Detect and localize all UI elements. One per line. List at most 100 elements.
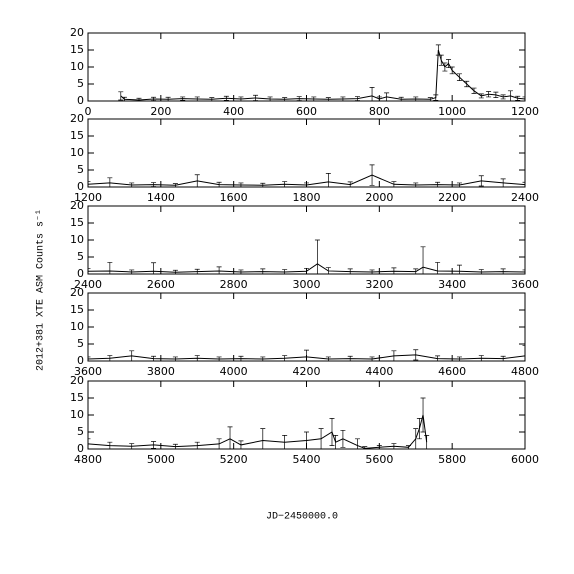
error-bar <box>416 418 422 440</box>
error-bar <box>522 345 525 361</box>
error-bar <box>340 429 346 448</box>
y-tick-label: 20 <box>70 26 84 39</box>
error-bar <box>129 269 135 274</box>
axes-frame <box>87 380 526 450</box>
x-tick-label: 800 <box>369 105 390 118</box>
y-tick-label: 20 <box>70 199 84 212</box>
error-bar <box>107 177 113 187</box>
error-bar <box>369 87 375 101</box>
error-bar <box>151 262 157 274</box>
error-bar <box>478 93 484 99</box>
error-bar <box>260 268 266 274</box>
error-bar <box>391 443 397 449</box>
x-tick-label: 400 <box>223 105 244 118</box>
error-bar <box>194 96 200 101</box>
error-bar <box>354 438 360 449</box>
x-tick-label: 5800 <box>438 453 466 466</box>
y-tick-label: 15 <box>70 129 84 142</box>
x-tick-label: 4800 <box>511 365 539 378</box>
error-bar <box>500 178 506 187</box>
error-bar <box>282 97 288 101</box>
error-bar <box>464 80 470 88</box>
axes-frame <box>87 118 526 188</box>
x-tick-label: 4800 <box>74 453 102 466</box>
error-bar <box>515 95 521 101</box>
error-bar <box>435 181 441 187</box>
panel: 0 5 10 15 20 4800 5000 5200 5400 5600 5800 6000 <box>70 374 539 466</box>
x-axis-label: JD−2450000.0 <box>266 512 338 523</box>
error-bar <box>238 269 244 274</box>
y-tick-label: 10 <box>70 60 84 73</box>
y-tick-label: 10 <box>70 233 84 246</box>
x-tick-label: 4000 <box>220 365 248 378</box>
error-bar <box>314 239 320 274</box>
error-bar <box>369 269 375 274</box>
error-bar <box>282 355 288 361</box>
y-tick-label: 20 <box>70 286 84 299</box>
error-bar <box>442 62 448 72</box>
error-bar <box>435 355 441 361</box>
error-bar <box>282 435 288 449</box>
error-bar <box>282 181 288 187</box>
y-tick-label: 0 <box>77 442 84 455</box>
error-bar <box>136 97 142 101</box>
error-bar <box>180 96 186 101</box>
error-bar <box>438 54 444 66</box>
error-bar <box>172 443 178 449</box>
error-bar <box>318 428 324 449</box>
error-bar <box>223 95 229 101</box>
y-tick-label: 5 <box>77 77 84 90</box>
error-bar <box>260 428 266 449</box>
y-tick-label: 10 <box>70 146 84 159</box>
error-bar <box>194 174 200 187</box>
error-bar <box>486 91 492 98</box>
error-bar <box>369 164 375 186</box>
y-tick-label: 20 <box>70 374 84 387</box>
y-tick-label: 15 <box>70 216 84 229</box>
error-bar <box>413 182 419 187</box>
error-bar <box>456 264 462 274</box>
error-bar <box>522 96 525 101</box>
data-line <box>120 49 525 101</box>
axes-frame <box>87 32 526 102</box>
error-bar <box>420 246 426 274</box>
error-bar <box>238 96 244 101</box>
error-bar <box>347 268 353 274</box>
x-tick-label: 3000 <box>293 278 321 291</box>
x-tick-label: 3400 <box>438 278 466 291</box>
error-bar <box>433 94 439 101</box>
error-bar <box>227 426 233 449</box>
panel: 0 5 10 15 20 2400 2600 2800 3000 3200 3400 3600 <box>70 199 539 291</box>
error-bar <box>129 182 135 187</box>
y-tick-label: 20 <box>70 112 84 125</box>
y-tick-label: 5 <box>77 337 84 350</box>
error-bar <box>471 87 477 94</box>
error-bar <box>194 268 200 274</box>
error-bar <box>391 350 397 361</box>
error-bar <box>420 397 426 433</box>
error-bar <box>129 350 135 361</box>
error-bar <box>88 181 91 187</box>
error-bar <box>347 181 353 187</box>
x-tick-label: 5400 <box>293 453 321 466</box>
error-bar <box>333 435 339 449</box>
error-bar <box>216 181 222 187</box>
x-tick-label: 2400 <box>511 191 539 204</box>
x-tick-label: 4600 <box>438 365 466 378</box>
error-bar <box>446 59 452 69</box>
error-bar <box>325 356 331 361</box>
y-tick-label: 0 <box>77 180 84 193</box>
error-bar <box>522 269 525 274</box>
error-bar <box>194 441 200 449</box>
error-bar <box>151 441 157 449</box>
error-bar <box>500 355 506 361</box>
error-bar <box>500 268 506 274</box>
x-tick-label: 1000 <box>438 105 466 118</box>
error-bar <box>435 262 441 274</box>
error-bar <box>449 66 455 75</box>
error-bar <box>522 181 525 187</box>
error-bar <box>216 438 222 449</box>
panel: 0 5 10 15 20 3600 3800 4000 4200 4400 4600 4800 <box>70 286 539 378</box>
x-tick-label: 3600 <box>74 365 102 378</box>
